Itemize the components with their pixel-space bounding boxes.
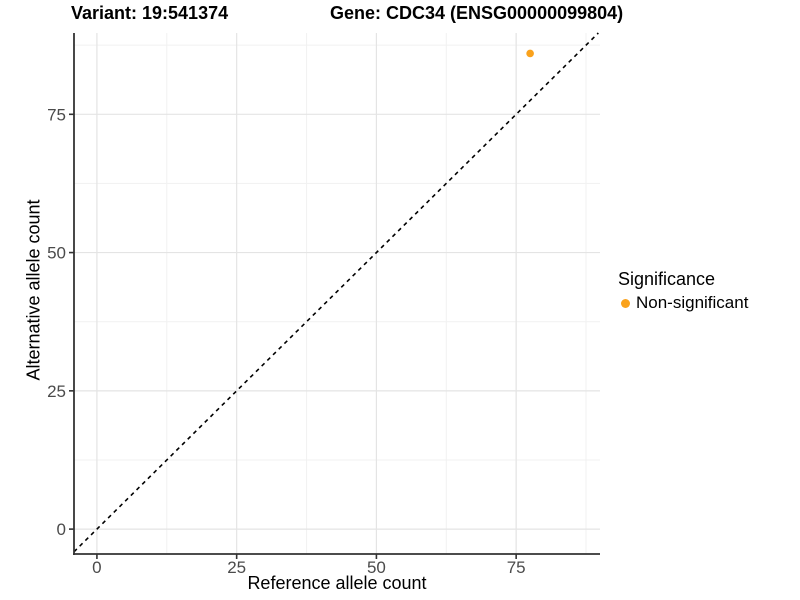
y-tick-label: 25 xyxy=(47,382,66,401)
legend-key xyxy=(616,294,634,312)
y-tick-label: 75 xyxy=(47,105,66,124)
legend-item-non-significant[interactable]: Non-significant xyxy=(616,293,748,313)
x-tick-label: 75 xyxy=(507,558,526,577)
identity-dashed-line xyxy=(73,32,599,553)
x-tick-label: 25 xyxy=(227,558,246,577)
data-point[interactable] xyxy=(526,49,534,58)
y-tick-label: 50 xyxy=(47,244,66,263)
legend: Significance Non-significant xyxy=(616,268,748,313)
legend-item-label: Non-significant xyxy=(636,293,749,312)
legend-title: Significance xyxy=(618,269,716,289)
orange-dot-icon xyxy=(620,298,630,308)
variant-title: Variant: 19:541374 xyxy=(71,3,229,23)
gene-title: Gene: CDC34 (ENSG00000099804) xyxy=(330,3,624,23)
x-tick-label: 50 xyxy=(367,558,386,577)
y-axis-title: Alternative allele count xyxy=(23,199,44,381)
x-tick-label: 0 xyxy=(92,558,101,577)
y-tick-label: 0 xyxy=(57,520,66,539)
x-axis-title: Reference allele count xyxy=(247,573,427,593)
